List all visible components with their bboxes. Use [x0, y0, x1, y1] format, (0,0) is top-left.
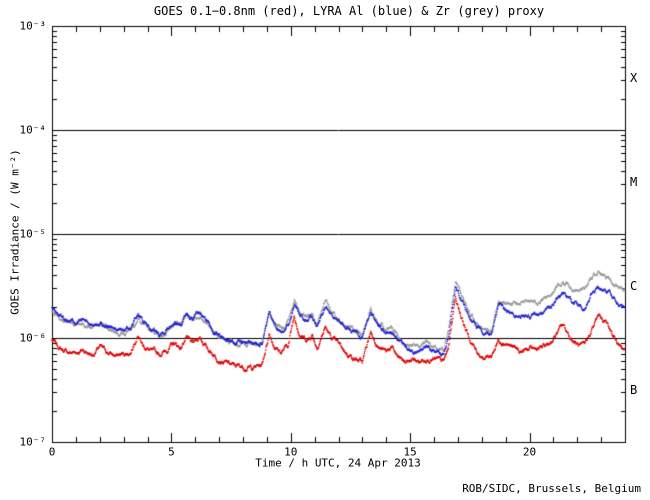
y-tick-label: 10⁻⁷: [19, 435, 47, 449]
x-tick-label: 10: [284, 445, 298, 459]
flare-class-label: B: [630, 383, 638, 397]
y-tick-label: 10⁻⁶: [19, 331, 47, 345]
flare-class-label: C: [630, 279, 638, 293]
y-tick-label: 10⁻³: [19, 19, 47, 33]
y-tick-label: 10⁻⁵: [19, 227, 47, 241]
flare-class-label: X: [630, 71, 638, 85]
chart-title: GOES 0.1−0.8nm (red), LYRA Al (blue) & Z…: [153, 4, 545, 18]
y-tick-label: 10⁻⁴: [19, 123, 47, 137]
flare-class-label: M: [630, 175, 638, 189]
credit-text: ROB/SIDC, Brussels, Belgium: [462, 482, 641, 495]
x-tick-label: 0: [48, 445, 56, 459]
x-tick-label: 5: [168, 445, 175, 459]
x-axis-label: Time / h UTC, 24 Apr 2013: [255, 456, 421, 470]
x-tick-label: 15: [403, 445, 417, 459]
x-tick-label: 20: [522, 445, 537, 459]
